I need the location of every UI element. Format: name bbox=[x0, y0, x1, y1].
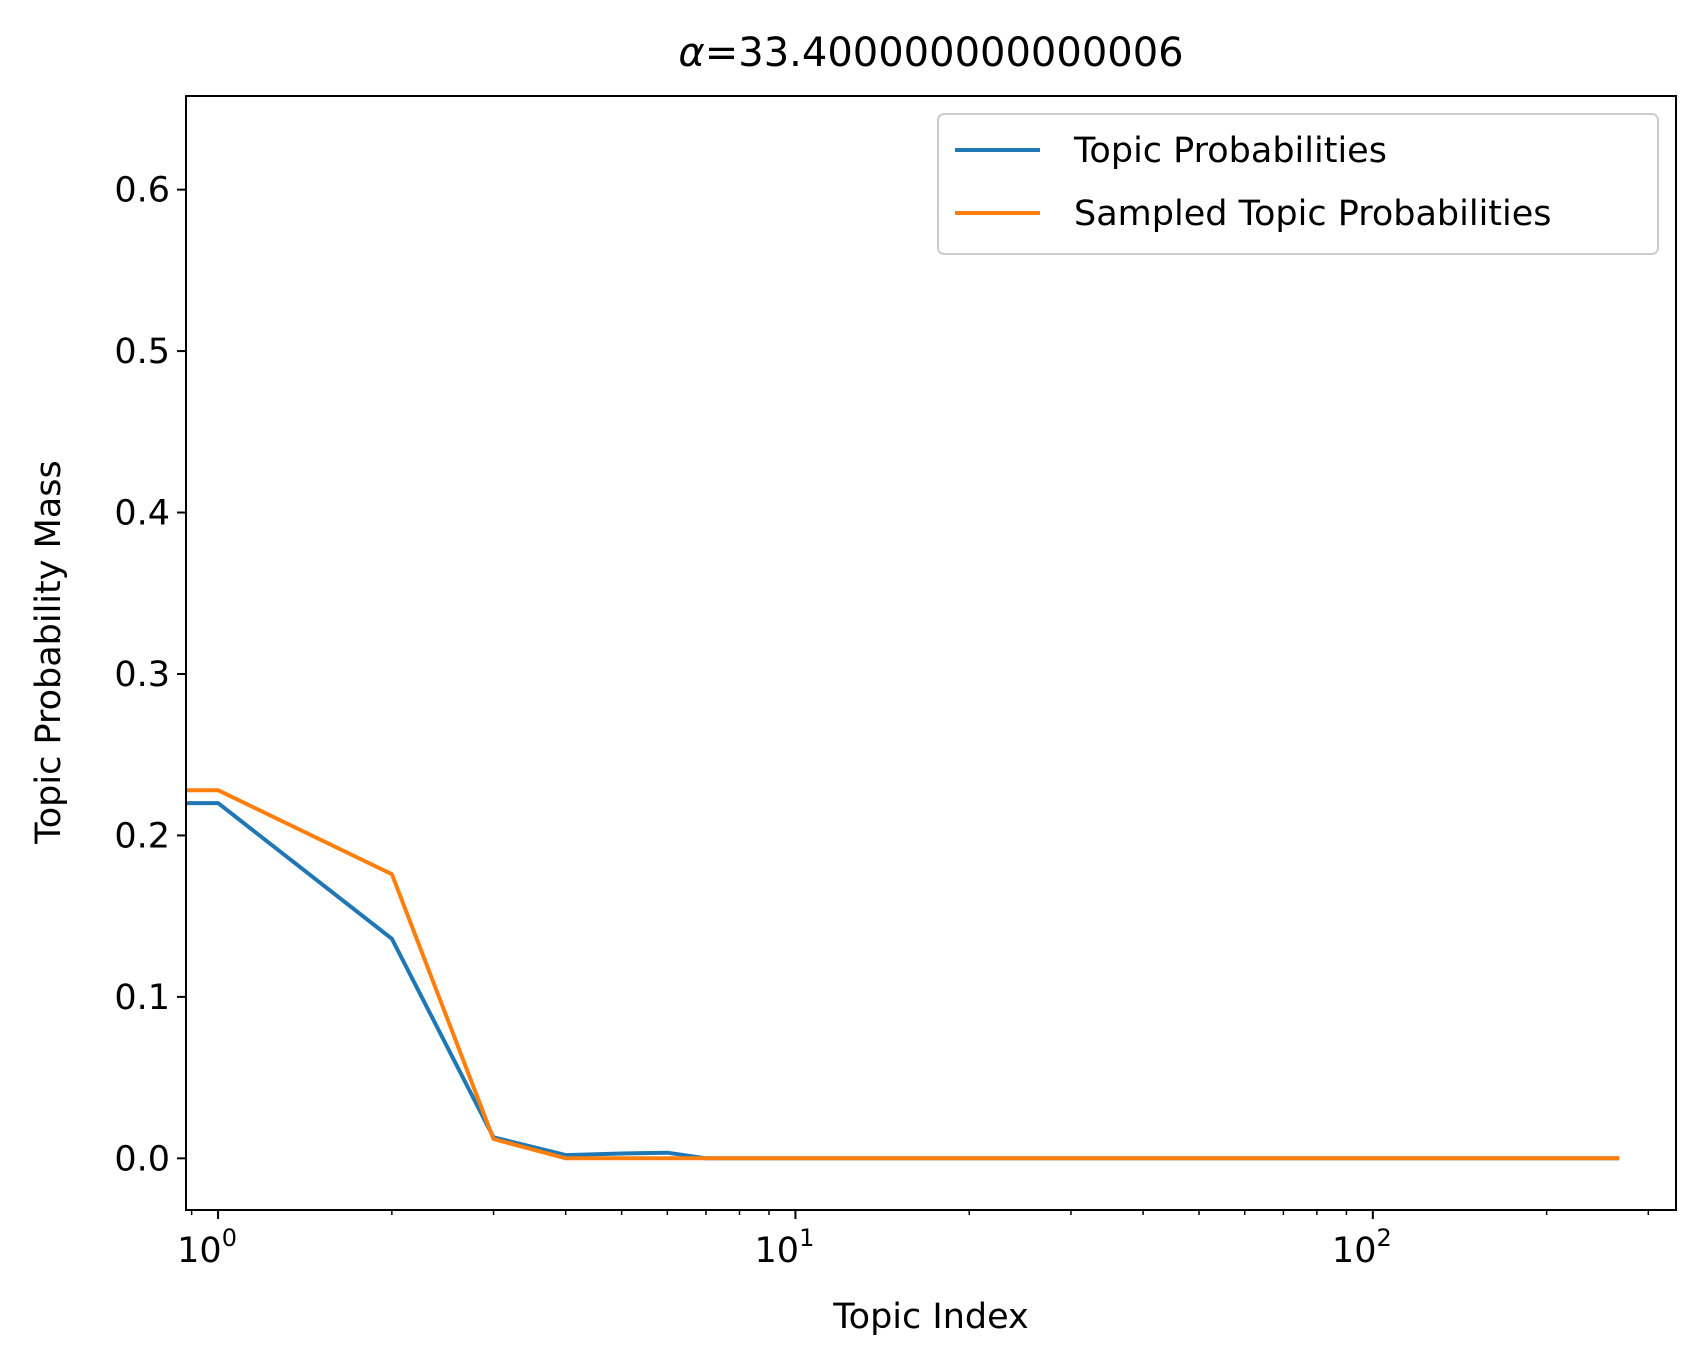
legend-label-sampled-topic-probabilities: Sampled Topic Probabilities bbox=[1074, 194, 1552, 234]
y-tick-label: 0.4 bbox=[114, 494, 170, 534]
title-value: =33.400000000000006 bbox=[705, 30, 1184, 76]
x-axis: 100 101 102 bbox=[177, 1210, 1650, 1271]
y-tick-label: 0.6 bbox=[114, 171, 170, 211]
x-axis-label: Topic Index bbox=[832, 1297, 1029, 1337]
x-tick-label: 102 bbox=[1332, 1224, 1392, 1271]
y-tick-label: 0.5 bbox=[114, 332, 170, 372]
legend-label-topic-probabilities: Topic Probabilities bbox=[1073, 131, 1387, 171]
y-tick-label: 0.1 bbox=[114, 978, 170, 1018]
y-tick-label: 0.0 bbox=[114, 1139, 170, 1179]
y-tick-label: 0.2 bbox=[114, 816, 170, 856]
plot-frame bbox=[185, 95, 1677, 1211]
series-line-sampled-topic-probabilities bbox=[186, 788, 1620, 1161]
series-line-topic-probabilities bbox=[186, 801, 1620, 1161]
y-axis: 0.0 0.1 0.2 0.3 0.4 0.5 0.6 bbox=[114, 171, 186, 1179]
title-symbol: α bbox=[678, 30, 704, 76]
y-axis-label: Topic Probability Mass bbox=[29, 460, 69, 844]
chart-title: α=33.400000000000006 bbox=[678, 30, 1183, 76]
legend: Topic Probabilities Sampled Topic Probab… bbox=[937, 113, 1659, 255]
x-tick-label: 100 bbox=[177, 1224, 237, 1271]
legend-box bbox=[937, 113, 1659, 255]
series-layer bbox=[186, 788, 1620, 1161]
x-tick-label: 101 bbox=[755, 1224, 815, 1271]
y-tick-label: 0.3 bbox=[114, 655, 170, 695]
